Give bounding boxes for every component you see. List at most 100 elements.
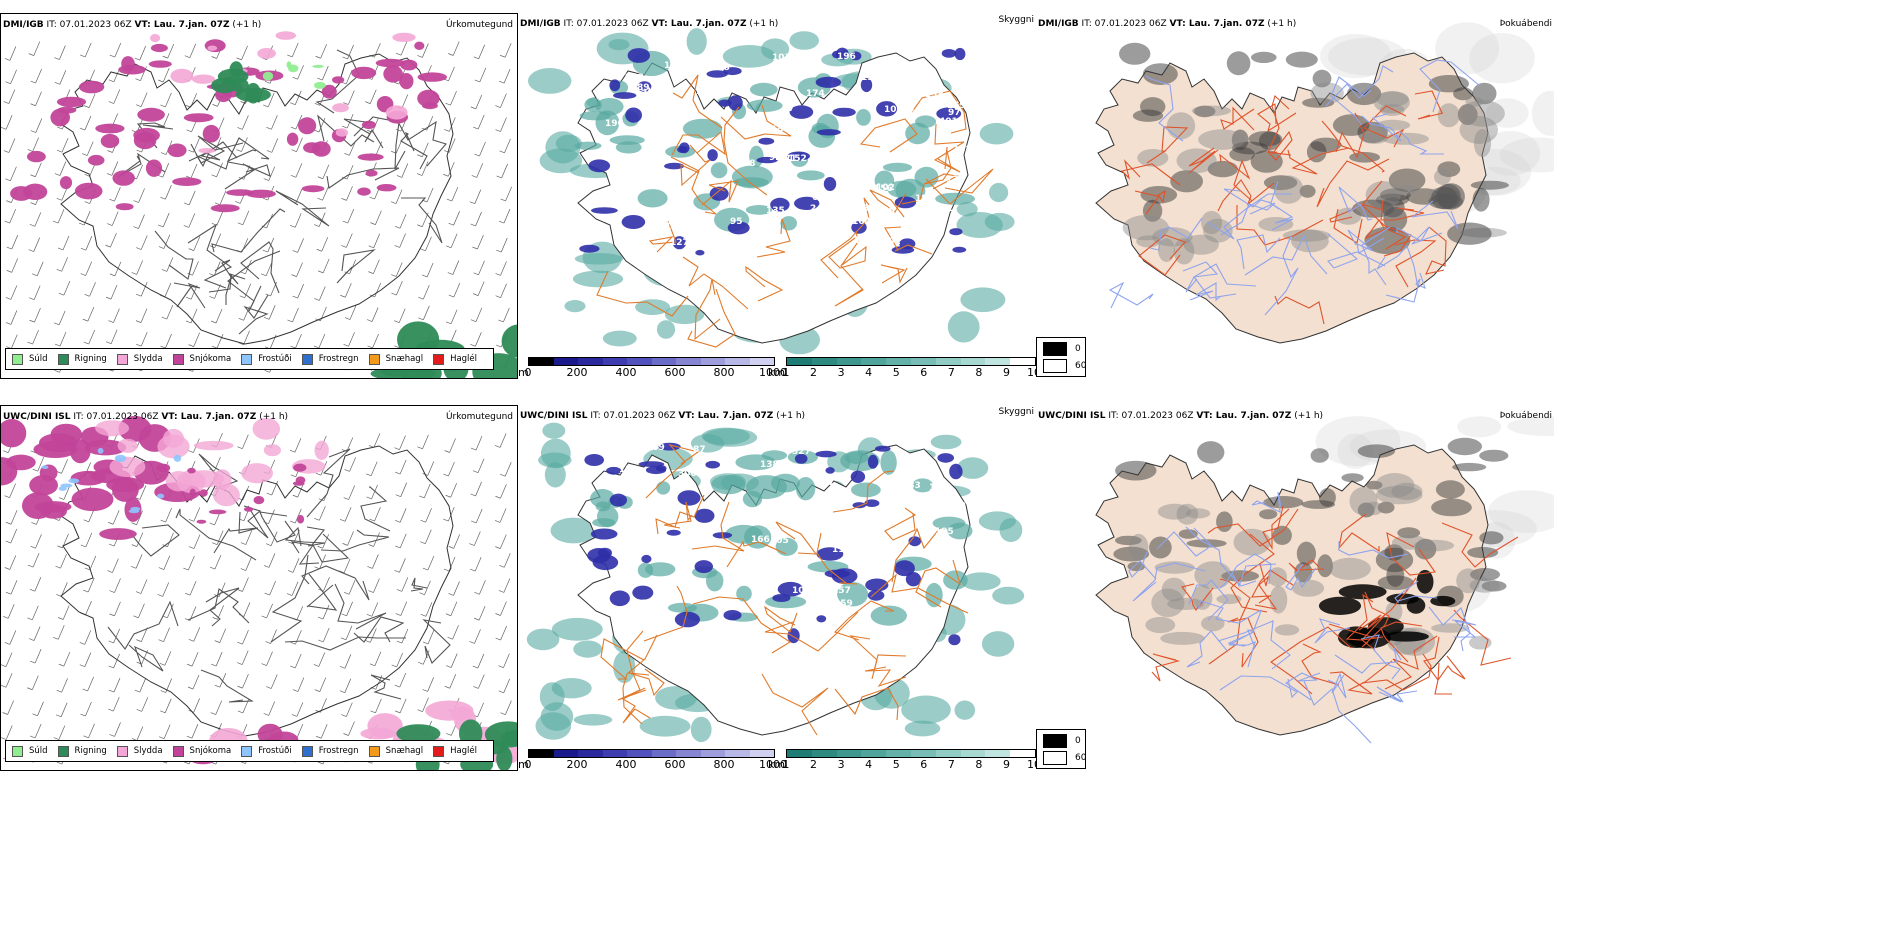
colorbar-segment [676, 358, 701, 365]
legend-label: Slydda [133, 746, 163, 756]
road-network [1128, 491, 1477, 744]
legend-item: Slydda [116, 353, 163, 365]
legend-swatch [12, 745, 23, 757]
colorbar-segment [553, 358, 578, 365]
cloud-base-value: 97 [948, 108, 961, 118]
cloud-base-value: 193 [854, 236, 873, 246]
cloud-base-value: 116 [778, 78, 797, 88]
cloud-base-value: 127 [670, 238, 689, 248]
colorbar-segment [749, 358, 774, 365]
legend-swatch [241, 353, 253, 365]
colorbar-segment [725, 358, 750, 365]
panel-title: UWC/DINI ISL IT: 07.01.2023 06Z VT: Lau.… [520, 411, 806, 421]
road-network [1151, 505, 1519, 695]
legend-item: Haglél [433, 745, 477, 757]
colorbar-segment [935, 358, 961, 365]
colorbar-tick: 8 [975, 366, 983, 379]
cloud-base-value: 102 [696, 87, 715, 97]
legend-item: Frostúði [241, 745, 292, 757]
colorbar-tick: 400 [615, 758, 637, 771]
colorbar-tick: 4 [865, 758, 873, 771]
colorbar-tick: 200 [566, 758, 588, 771]
cloud-base-value: 300 [678, 469, 697, 479]
legend-label: Frostúði [258, 746, 292, 756]
colorbar-segment [861, 358, 887, 365]
panel-label: Skyggni [998, 15, 1034, 25]
cloud-base-value: 121 [929, 483, 948, 493]
shaded-area [579, 47, 967, 256]
cloud-base-value: 116 [832, 545, 851, 555]
colorbar-tick: 5 [892, 758, 900, 771]
colorbar-tick: 200 [566, 366, 588, 379]
fog-swatch-high [1043, 359, 1067, 373]
cloud-base-value: 237 [850, 163, 869, 173]
cloud-base-value: 196 [605, 119, 624, 129]
road-network [596, 74, 994, 348]
cloud-base-values: 77 183 128 102 137 186 103 106 138 102 88 95 116 209 1… [605, 52, 972, 248]
cloud-base-value: 101 [772, 53, 791, 63]
legend-swatch [172, 353, 184, 365]
cloud-base-value: 102 [953, 145, 972, 155]
visibility-map-row2: UWC/DINI ISL IT: 07.01.2023 06Z VT: Lau.… [518, 405, 1036, 771]
legend-label: Frostúði [258, 354, 292, 364]
cloud-base-value: 87 [693, 445, 706, 455]
legend-item: Frostúði [241, 353, 292, 365]
shaded-area [1318, 569, 1456, 649]
legend-item: Snæhagl [368, 353, 423, 365]
cloud-base-value: 107 [646, 87, 665, 97]
cloud-base-value: 88 [743, 159, 756, 169]
fog-swatch-high [1043, 751, 1067, 765]
shaded-area [1352, 183, 1492, 255]
cloud-base-value: 102 [934, 204, 953, 214]
cloud-base-value: 77 [782, 104, 795, 114]
colorbar-segment [836, 750, 862, 757]
cloud-base-value: 169 [607, 455, 626, 465]
cloud-base-value: 104 [814, 478, 833, 488]
panel-title: UWC/DINI ISL IT: 07.01.2023 06Z VT: Lau.… [1038, 411, 1324, 421]
colorbar-tick: 9 [1002, 758, 1010, 771]
colorbar-segment [985, 750, 1011, 757]
cloud-base-value: 196 [664, 61, 683, 71]
colorbar-segment [935, 750, 961, 757]
legend-item: Slydda [116, 745, 163, 757]
cloud-base-value: 76 [623, 471, 636, 481]
cloud-base-value: 135 [766, 206, 785, 216]
colorbar-tick: 1 [782, 758, 790, 771]
precip-type-legend: Súld Rigning Slydda Snjókoma Frostúði Frostre… [5, 348, 495, 370]
colorbar-segment [749, 750, 774, 757]
colorbar-tick: 7 [947, 366, 955, 379]
colorbar-tick: 4 [865, 366, 873, 379]
legend-item: Súld [12, 745, 48, 757]
iceland-coastline [577, 444, 971, 736]
cloud-base-value: 183 [915, 194, 934, 204]
colorbar-segment [602, 750, 627, 757]
fog-swatch-low [1043, 342, 1067, 356]
precip-type-map-row2: UWC/DINI ISL IT: 07.01.2023 06Z VT: Lau.… [0, 405, 518, 771]
panel-label: Þokuábendi [1499, 19, 1552, 29]
legend-item: Haglél [433, 353, 477, 365]
colorbar-segment [578, 358, 603, 365]
colorbar-segment [553, 750, 578, 757]
colorbar-segment [651, 358, 676, 365]
cloud-base-value: 100 [652, 620, 671, 630]
cloud-base-colorbar: m 0 200 400 600 800 1000 [518, 749, 787, 775]
colorbar-segment [602, 358, 627, 365]
cloud-base-value: 283 [632, 538, 651, 548]
cloud-base-value: 103 [647, 128, 666, 138]
cloud-base-value: 174 [650, 156, 669, 166]
colorbar-segment [1010, 750, 1035, 757]
cloud-base-value: 128 [825, 98, 844, 108]
legend-label: Súld [29, 354, 48, 364]
cloud-base-value: 209 [920, 99, 939, 109]
cloud-base-value: 212 [712, 599, 731, 609]
panel-title: DMI/IGB IT: 07.01.2023 06Z VT: Lau. 7.ja… [520, 19, 779, 29]
colorbar-tick: 8 [975, 758, 983, 771]
legend-item: Rigning [57, 353, 107, 365]
legend-swatch [433, 745, 445, 757]
legend-label: Slydda [133, 354, 163, 364]
shaded-area [262, 61, 326, 89]
cloud-base-value: 106 [832, 96, 851, 106]
colorbar-segment [627, 750, 652, 757]
panel-label: Úrkomutegund [445, 412, 513, 422]
cloud-base-value: 109 [646, 443, 665, 453]
